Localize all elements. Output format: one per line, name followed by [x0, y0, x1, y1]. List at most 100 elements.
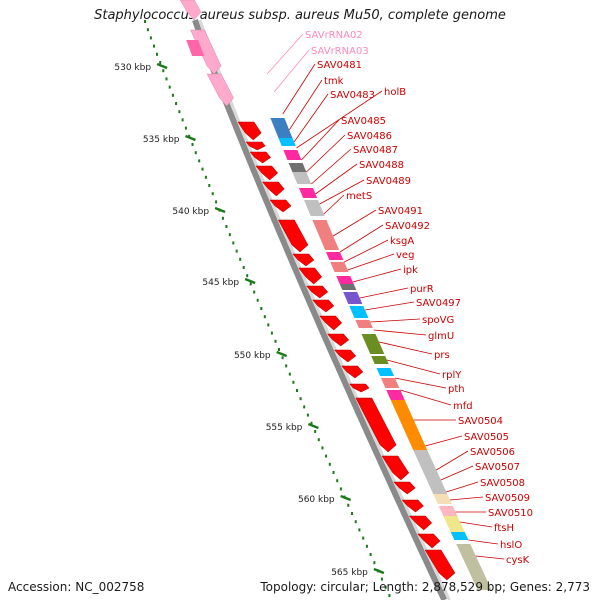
leader-line: [449, 496, 484, 501]
ruler-minor-tick: [328, 462, 331, 466]
ruler-minor-tick: [380, 577, 383, 581]
ruler-minor-tick: [225, 225, 228, 228]
leader-line: [288, 79, 323, 131]
cds-arrow: [381, 455, 410, 481]
ruler-minor-tick: [168, 85, 171, 89]
leader-line: [323, 194, 345, 215]
cds-arrow: [424, 549, 456, 581]
ruler-minor-tick: [171, 93, 174, 97]
ruler-minor-tick: [384, 585, 387, 589]
leader-line: [400, 389, 452, 406]
leader-line: [293, 93, 329, 143]
cog-block: [336, 276, 354, 284]
position-ruler: 530 kbp 535 kbp 540 kbp 545 kbp 550 kbp 555 k…: [114, 20, 391, 597]
ruler-minor-tick: [211, 192, 214, 196]
gene-label: SAV0510: [488, 508, 533, 519]
ruler-label: 565 kbp: [331, 568, 368, 578]
genome-backbone: [192, 19, 451, 600]
ruler-minor-tick: [146, 28, 149, 32]
gene-label: rplY: [442, 370, 462, 381]
leader-line: [273, 49, 310, 93]
cog-block: [330, 262, 349, 272]
ruler-label: 545 kbp: [202, 278, 239, 288]
ruler-minor-tick: [165, 77, 168, 81]
cog-block: [349, 306, 369, 318]
gene-label: SAV0485: [341, 116, 386, 127]
gene-label: SAV0497: [416, 298, 461, 309]
gene-label: prs: [434, 350, 450, 361]
gene-label: SAV0505: [464, 432, 509, 443]
ruler-label: 555 kbp: [266, 423, 303, 433]
cds-arrow: [261, 181, 285, 197]
ruler-minor-tick: [281, 356, 284, 360]
leader-line: [460, 521, 493, 528]
leader-line: [347, 253, 395, 271]
cog-block: [283, 150, 302, 160]
leader-line: [282, 63, 316, 115]
cog-block: [386, 390, 405, 400]
ruler-minor-tick: [267, 323, 270, 327]
leader-line: [378, 341, 433, 355]
accession-label: Accession: NC_002758: [8, 580, 145, 594]
ruler-minor-tick: [191, 143, 194, 146]
cog-block: [443, 516, 465, 532]
cog-block: [361, 334, 385, 354]
cog-block: [390, 400, 428, 450]
cog-block: [292, 172, 312, 184]
gene-label: glmU: [428, 331, 454, 342]
cds-arrow: [249, 151, 272, 164]
cog-block: [303, 200, 325, 216]
cog-block: [343, 292, 363, 304]
cds-feature-arrows: [237, 121, 456, 581]
gene-label: veg: [396, 250, 414, 261]
gene-label: pth: [448, 384, 465, 395]
leader-line: [352, 268, 402, 283]
cog-block: [278, 138, 296, 146]
leader-line: [373, 329, 427, 336]
leader-line: [394, 377, 447, 389]
ruler-minor-tick: [321, 446, 324, 450]
ruler-major-tick: [185, 134, 196, 142]
gene-label: SAVrRNA03: [311, 46, 369, 57]
cds-arrow: [245, 141, 266, 151]
ruler-minor-tick: [270, 331, 273, 335]
ruler-minor-tick: [299, 397, 302, 401]
gene-label: SAV0508: [480, 478, 525, 489]
ruler-label: 530 kbp: [114, 63, 151, 73]
label-leader-lines: [266, 33, 505, 560]
cds-arrow: [355, 397, 397, 453]
ruler-minor-tick: [153, 44, 155, 48]
cds-arrow: [298, 267, 323, 285]
ruler-minor-tick: [181, 118, 184, 122]
gene-label: cysK: [506, 555, 530, 566]
ruler-label: 560 kbp: [298, 495, 335, 505]
cog-block: [433, 494, 452, 504]
ruler-minor-tick: [201, 167, 204, 171]
gene-label: SAV0483: [330, 90, 375, 101]
cog-block: [325, 252, 344, 260]
ruler-minor-tick: [388, 594, 391, 597]
ruler-minor-tick: [369, 553, 372, 556]
leader-line: [359, 287, 409, 299]
gene-label: metS: [346, 191, 372, 202]
ruler-major-tick: [244, 277, 256, 285]
ruler-minor-tick: [208, 184, 211, 187]
ruler-minor-tick: [263, 315, 266, 319]
ruler-minor-tick: [365, 544, 368, 548]
ruler-minor-tick: [339, 487, 342, 491]
cds-arrow: [292, 253, 315, 267]
rna-feature-small: [186, 40, 205, 56]
ruler-minor-tick: [239, 257, 242, 261]
gene-label: SAV0492: [385, 221, 430, 232]
cog-block: [355, 320, 373, 328]
leader-line: [386, 359, 441, 375]
ruler-minor-tick: [362, 536, 365, 540]
cds-arrow: [255, 165, 279, 181]
cog-block: [380, 378, 400, 388]
leader-line: [339, 224, 384, 253]
gene-label: mfd: [453, 401, 473, 412]
topology-label: Topology: circular; Length: 2,878,529 bp…: [260, 580, 590, 594]
ruler-minor-tick: [162, 69, 165, 73]
ruler-major-tick: [307, 422, 319, 430]
